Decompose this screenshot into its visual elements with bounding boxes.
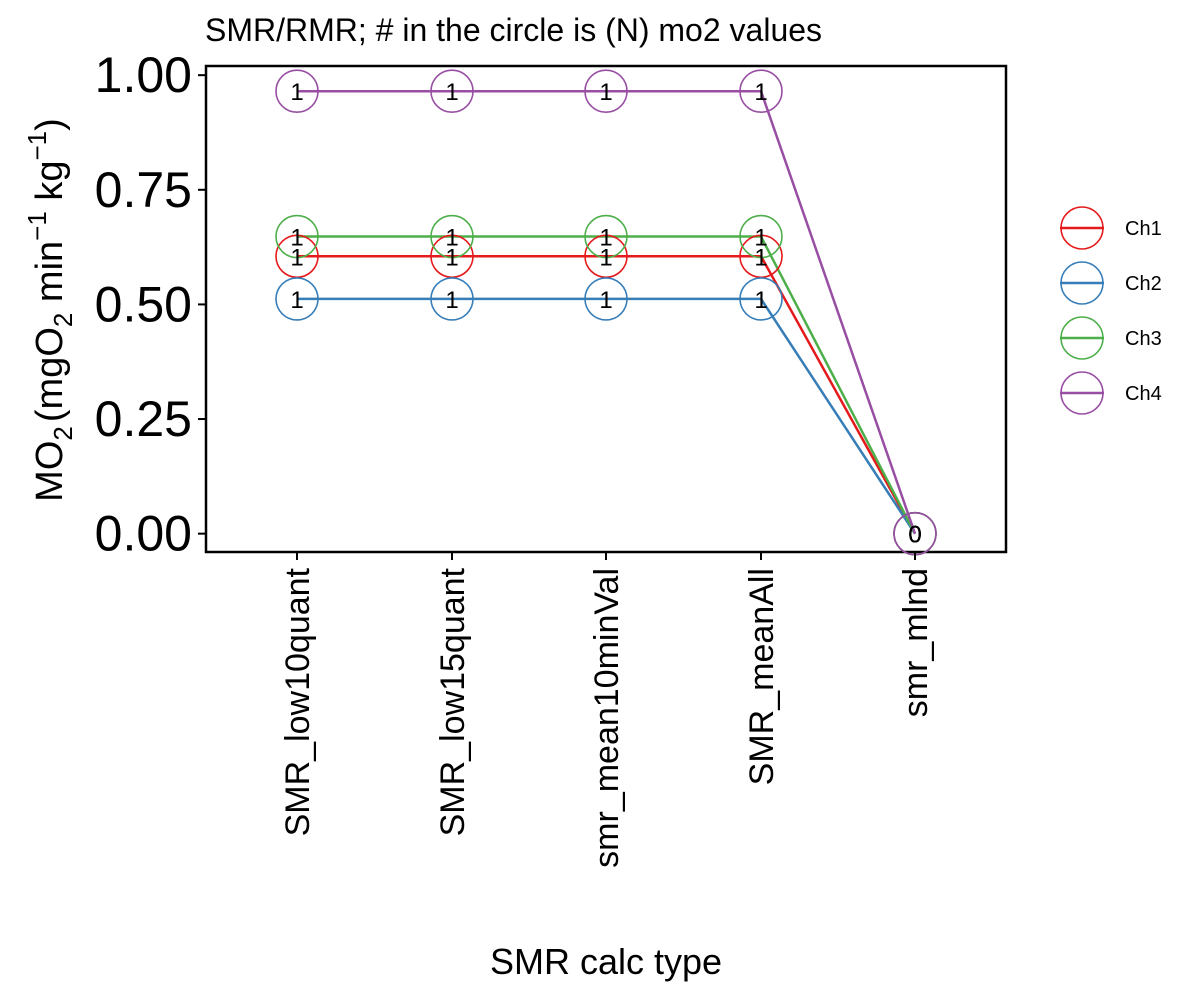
x-tick-label: smr_mlnd [897,568,935,717]
data-point-label: 1 [445,287,458,314]
x-axis-label: SMR calc type [490,941,722,982]
data-point-ch2 [430,277,474,321]
data-point-label: 0 [908,522,921,549]
data-point-label: 1 [290,244,303,271]
data-point-ch2 [584,277,628,321]
legend-item-ch4: Ch4 [1060,371,1162,415]
data-point-label: 1 [290,287,303,314]
series-line-ch4 [297,89,917,535]
legend-item-ch2: Ch2 [1060,261,1162,305]
y-tick-label: 0.75 [95,162,192,218]
x-tick-label: SMR_meanAll [743,568,781,785]
data-point-label: 1 [445,79,458,106]
data-point-label: 1 [445,244,458,271]
data-point-ch3 [430,214,474,259]
y-label-unit-a-sub: 2 [48,313,78,327]
data-point-ch4 [275,69,319,114]
legend-label: Ch2 [1125,273,1162,295]
data-point-label: 1 [290,225,303,252]
data-point-ch4 [430,69,474,114]
y-label-close-paren: ) [29,118,71,131]
y-label-unit-c-sup: −1 [22,131,52,161]
data-point-label: 1 [290,79,303,106]
data-point-label: 1 [599,79,612,106]
y-label-unit-b: min [29,241,71,313]
y-tick-label: 0.50 [95,276,192,332]
y-label-open-paren: ( [29,409,71,422]
legend-label: Ch1 [1125,218,1162,240]
chart-title: SMR/RMR; # in the circle is (N) mo2 valu… [205,12,822,48]
x-axis: SMR_low10quant SMR_low15quant smr_mean10mi… [279,552,935,868]
series-line-ch1 [297,255,917,535]
data-point-label: 1 [754,287,767,314]
data-point-ch3 [275,214,319,259]
plot-area: 1 1 1 101 1 1 101 1 1 101 1 1 10 [204,64,1008,556]
data-point-label: 0 [908,522,921,549]
y-tick-label: 0.00 [95,506,192,562]
data-point-label: 1 [599,225,612,252]
x-tick-label: SMR_low15quant [434,567,472,836]
data-point-label: 1 [754,79,767,106]
data-point-ch3 [584,214,628,259]
y-label-unit-c: kg [29,160,71,211]
y-label-prefix-sub: 2 [48,426,78,440]
legend: Ch1 Ch2 Ch3 Ch4 [1060,206,1162,415]
x-tick-label: smr_mean10minVal [588,568,626,868]
x-tick-label: SMR_low10quant [279,567,317,836]
y-tick-label: 0.25 [95,391,192,447]
legend-label: Ch3 [1125,328,1162,350]
data-point-ch2 [275,277,319,321]
data-point-ch2 [739,277,783,321]
data-point-label: 0 [908,522,921,549]
series-line-ch2 [297,297,917,535]
y-label-unit-b-sup: −1 [22,211,52,241]
data-point-ch4 [739,69,783,114]
legend-item-ch3: Ch3 [1060,316,1162,360]
legend-label: Ch4 [1125,383,1162,405]
data-point-label: 1 [445,225,458,252]
data-point-label: 1 [599,287,612,314]
y-tick-label: 1.00 [95,47,192,103]
data-point-label: 1 [599,244,612,271]
data-point-label: 1 [754,244,767,271]
y-label-prefix: MO [29,441,71,502]
data-point-label: 0 [908,522,921,549]
y-axis: 0.00 0.25 0.50 0.75 1.00 [95,47,206,562]
y-axis-label: MO2(mgO2 min−1 kg−1) [22,118,78,502]
data-point-label: 1 [754,225,767,252]
data-point-ch4 [584,69,628,114]
series-line-ch3 [297,235,917,535]
data-point-ch3 [739,214,783,259]
y-label-unit-a: mgO [29,327,71,409]
legend-item-ch1: Ch1 [1060,206,1162,250]
